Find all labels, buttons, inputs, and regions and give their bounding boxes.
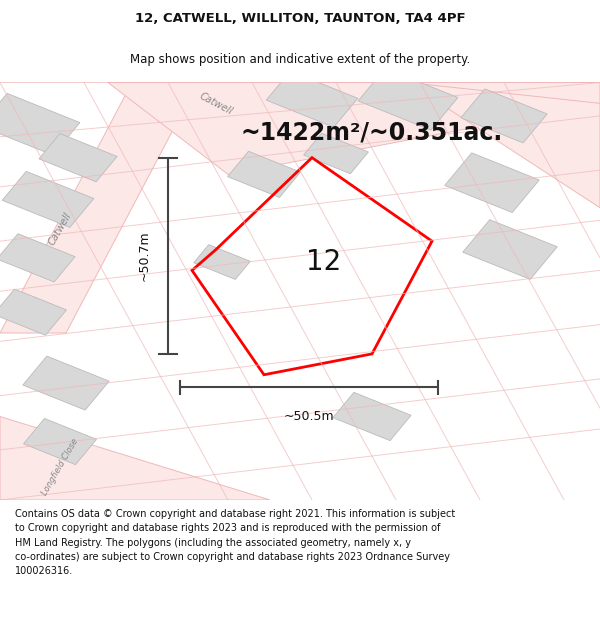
Polygon shape xyxy=(304,133,368,174)
Polygon shape xyxy=(266,71,358,127)
Text: 12: 12 xyxy=(307,248,341,276)
Polygon shape xyxy=(408,82,600,208)
Text: 12, CATWELL, WILLITON, TAUNTON, TA4 4PF: 12, CATWELL, WILLITON, TAUNTON, TA4 4PF xyxy=(134,12,466,24)
Polygon shape xyxy=(227,151,301,198)
Polygon shape xyxy=(333,392,411,441)
Polygon shape xyxy=(2,171,94,227)
Polygon shape xyxy=(445,153,539,213)
Text: ~50.7m: ~50.7m xyxy=(137,231,151,281)
Polygon shape xyxy=(0,289,67,335)
Polygon shape xyxy=(194,244,250,279)
Text: Contains OS data © Crown copyright and database right 2021. This information is : Contains OS data © Crown copyright and d… xyxy=(15,509,455,576)
Polygon shape xyxy=(463,219,557,279)
Polygon shape xyxy=(39,134,117,182)
Polygon shape xyxy=(23,419,97,464)
Polygon shape xyxy=(23,356,109,410)
Polygon shape xyxy=(358,68,458,130)
Polygon shape xyxy=(0,93,80,155)
Text: ~50.5m: ~50.5m xyxy=(284,410,334,423)
Polygon shape xyxy=(0,82,198,333)
Text: Catwell: Catwell xyxy=(198,91,234,116)
Polygon shape xyxy=(0,416,270,500)
Polygon shape xyxy=(0,234,75,282)
Polygon shape xyxy=(461,89,547,143)
Text: Catwell: Catwell xyxy=(47,211,73,247)
Text: Map shows position and indicative extent of the property.: Map shows position and indicative extent… xyxy=(130,53,470,66)
Polygon shape xyxy=(108,82,600,174)
Text: Longfield Close: Longfield Close xyxy=(40,437,80,497)
Text: ~1422m²/~0.351ac.: ~1422m²/~0.351ac. xyxy=(241,121,503,144)
